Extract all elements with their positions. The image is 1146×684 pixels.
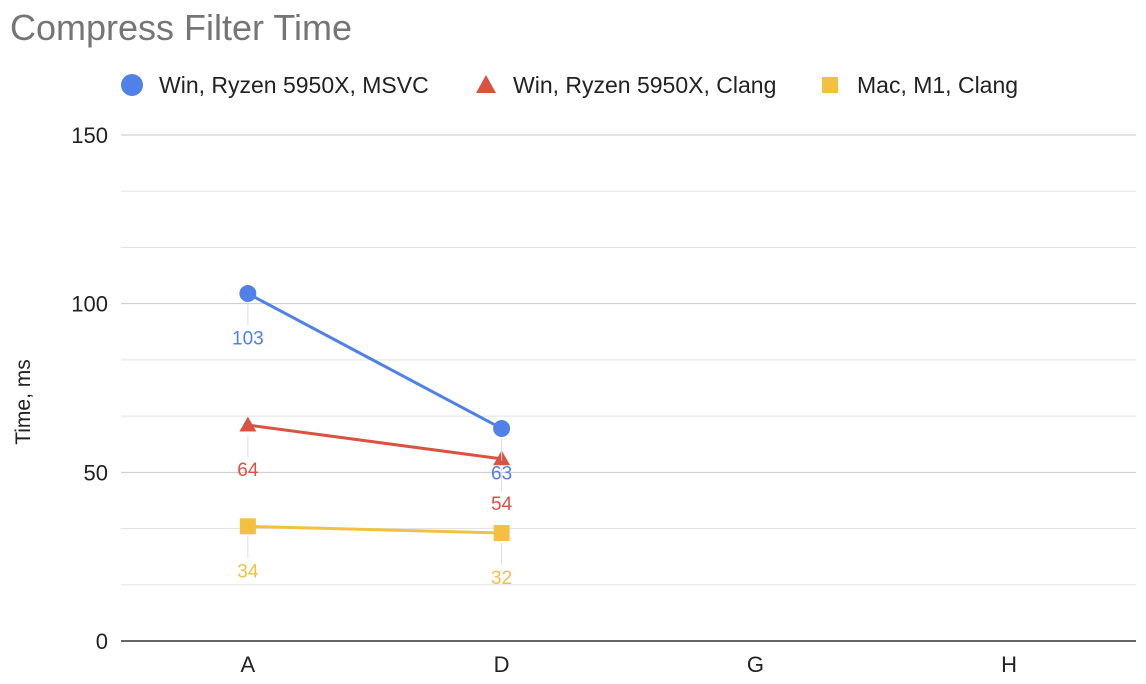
y-tick-label: 100: [71, 292, 108, 317]
legend: Win, Ryzen 5950X, MSVC Win, Ryzen 5950X, …: [121, 72, 1018, 98]
data-label: 54: [491, 494, 513, 515]
data-label: 64: [237, 460, 259, 481]
legend-marker-triangle: [476, 75, 496, 93]
series-3: [239, 518, 510, 542]
y-axis: 0 50 100 150: [71, 123, 108, 654]
legend-label: Win, Ryzen 5950X, Clang: [513, 72, 776, 98]
data-label: 32: [491, 568, 512, 589]
data-point: [493, 419, 511, 437]
series-line: [247, 292, 503, 430]
series-layer: [239, 285, 511, 542]
legend-item: Win, Ryzen 5950X, Clang: [476, 72, 776, 98]
legend-label: Mac, M1, Clang: [857, 72, 1018, 98]
x-tick-label: A: [241, 652, 256, 677]
series-2: [239, 416, 511, 466]
data-point: [493, 525, 510, 542]
y-tick-label: 150: [71, 123, 108, 148]
legend-marker-circle: [121, 74, 143, 96]
data-point: [239, 285, 257, 303]
data-point: [239, 416, 257, 432]
x-tick-label: H: [1001, 652, 1017, 677]
legend-label: Win, Ryzen 5950X, MSVC: [159, 72, 429, 98]
gridlines: [121, 134, 1136, 642]
legend-item: Win, Ryzen 5950X, MSVC: [121, 72, 429, 98]
series-line: [247, 524, 502, 535]
legend-marker-square: [822, 77, 838, 93]
legend-item: Mac, M1, Clang: [822, 72, 1018, 98]
data-labels: 103 63 64 54 34 32: [232, 303, 513, 589]
y-tick-label: 0: [96, 629, 108, 654]
data-point: [239, 518, 256, 535]
chart-title: Compress Filter Time: [10, 7, 352, 48]
data-label: 103: [232, 329, 264, 350]
series-line: [247, 423, 502, 461]
series-1: [239, 285, 511, 437]
x-tick-label: D: [494, 652, 510, 677]
data-label: 34: [237, 561, 259, 582]
x-tick-label: G: [747, 652, 764, 677]
y-tick-label: 50: [84, 460, 108, 485]
data-label: 63: [491, 463, 512, 484]
y-axis-title: Time, ms: [12, 359, 35, 445]
